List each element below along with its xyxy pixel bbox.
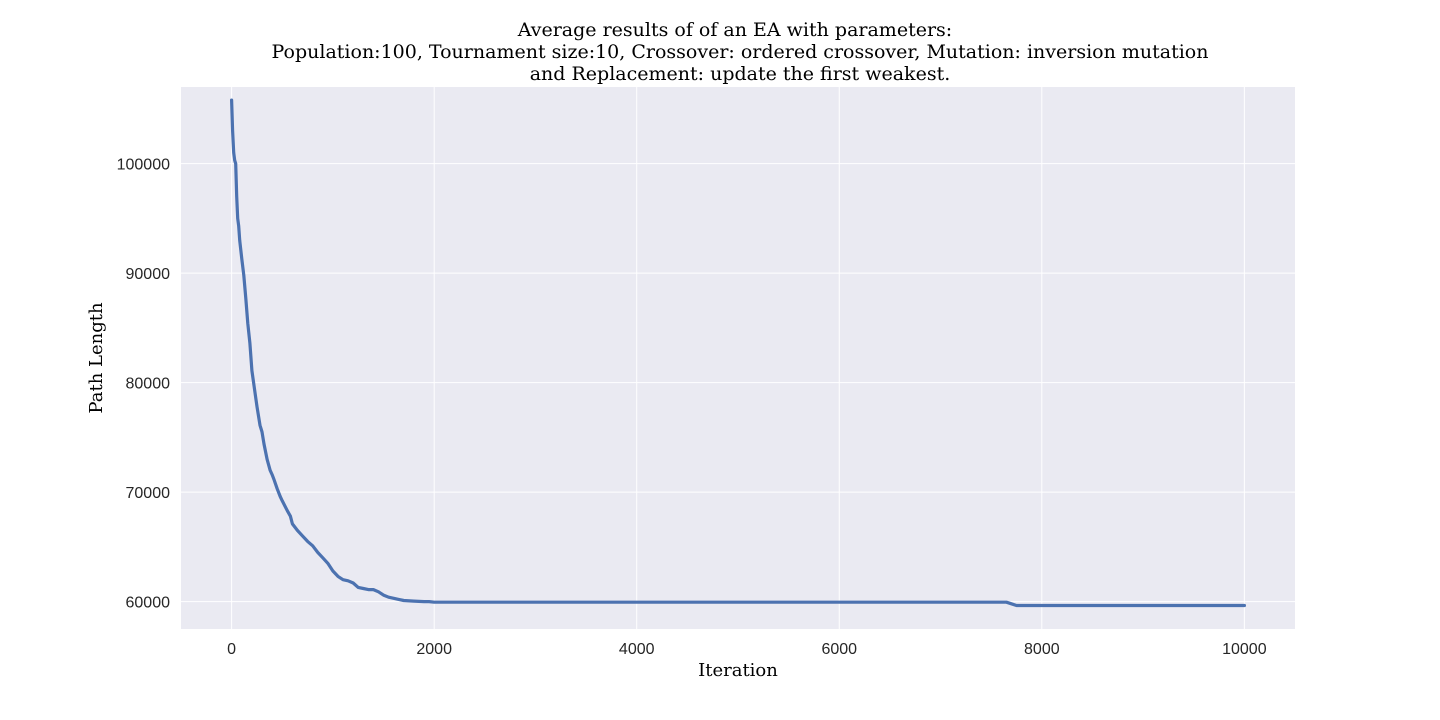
y-tick-label: 100000 xyxy=(117,157,170,174)
y-tick-label: 90000 xyxy=(126,266,171,283)
x-tick-label: 2000 xyxy=(416,641,452,658)
x-axis-ticks: 0 2000 4000 6000 8000 10000 xyxy=(227,641,1267,658)
chart-title-line-1: Average results of of an EA with paramet… xyxy=(517,19,952,41)
plot-area xyxy=(181,87,1295,629)
x-tick-label: 10000 xyxy=(1222,641,1267,658)
y-axis-label: Path Length xyxy=(86,302,107,414)
x-tick-label: 4000 xyxy=(619,641,655,658)
chart-title: Average results of of an EA with paramet… xyxy=(272,19,1209,85)
x-axis-label: Iteration xyxy=(698,660,778,681)
series-group xyxy=(230,98,1246,608)
x-tick-label: 0 xyxy=(227,641,236,658)
x-tick-label: 6000 xyxy=(821,641,857,658)
chart-title-line-3: and Replacement: update the first weakes… xyxy=(530,63,951,85)
series-line xyxy=(230,98,1246,608)
y-tick-label: 60000 xyxy=(126,595,171,612)
y-axis-ticks: 60000 70000 80000 90000 100000 xyxy=(117,157,170,612)
y-tick-label: 70000 xyxy=(126,485,171,502)
chart-title-line-2: Population:100, Tournament size:10, Cros… xyxy=(272,41,1209,63)
y-tick-label: 80000 xyxy=(126,376,171,393)
x-tick-label: 8000 xyxy=(1024,641,1060,658)
grid-lines xyxy=(181,87,1295,629)
